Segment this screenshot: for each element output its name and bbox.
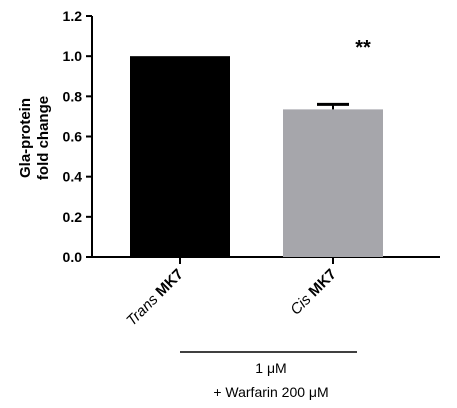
y-tick-label: 0.2 bbox=[63, 209, 83, 225]
annotations: ** 1 μM + Warfarin 200 μM bbox=[180, 37, 371, 400]
x-tick-label: Cis MK7 bbox=[287, 266, 340, 319]
bar bbox=[130, 56, 230, 257]
x-tick-label: Trans MK7 bbox=[123, 266, 187, 330]
y-axis: 0.0 0.2 0.4 0.6 0.8 1.0 1.2 bbox=[63, 8, 93, 265]
y-tick-label: 0.8 bbox=[63, 88, 83, 104]
y-tick-label: 0.4 bbox=[63, 169, 83, 185]
significance-marker: ** bbox=[355, 37, 371, 59]
y-axis-title: Gla-proteinfold change bbox=[17, 96, 52, 180]
y-tick-label: 1.0 bbox=[63, 48, 83, 64]
bar bbox=[283, 109, 383, 257]
y-axis-title-line: fold change bbox=[35, 96, 52, 180]
x-axis bbox=[92, 256, 440, 264]
bars bbox=[130, 56, 383, 257]
y-axis-title-line: Gla-protein bbox=[17, 98, 34, 178]
y-tick-label: 0.0 bbox=[63, 249, 83, 265]
y-tick-label: 0.6 bbox=[63, 129, 83, 145]
footnote: + Warfarin 200 μM bbox=[213, 384, 328, 400]
y-axis-label: Gla-proteinfold change bbox=[17, 96, 52, 180]
bracket-label: 1 μM bbox=[255, 360, 286, 376]
y-tick-label: 1.2 bbox=[63, 8, 83, 24]
x-tick-labels: Trans MK7 Cis MK7 bbox=[123, 266, 340, 330]
